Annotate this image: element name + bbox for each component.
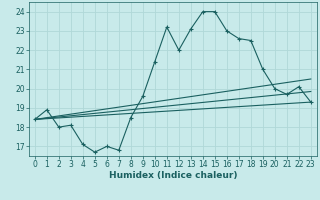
X-axis label: Humidex (Indice chaleur): Humidex (Indice chaleur)	[108, 171, 237, 180]
